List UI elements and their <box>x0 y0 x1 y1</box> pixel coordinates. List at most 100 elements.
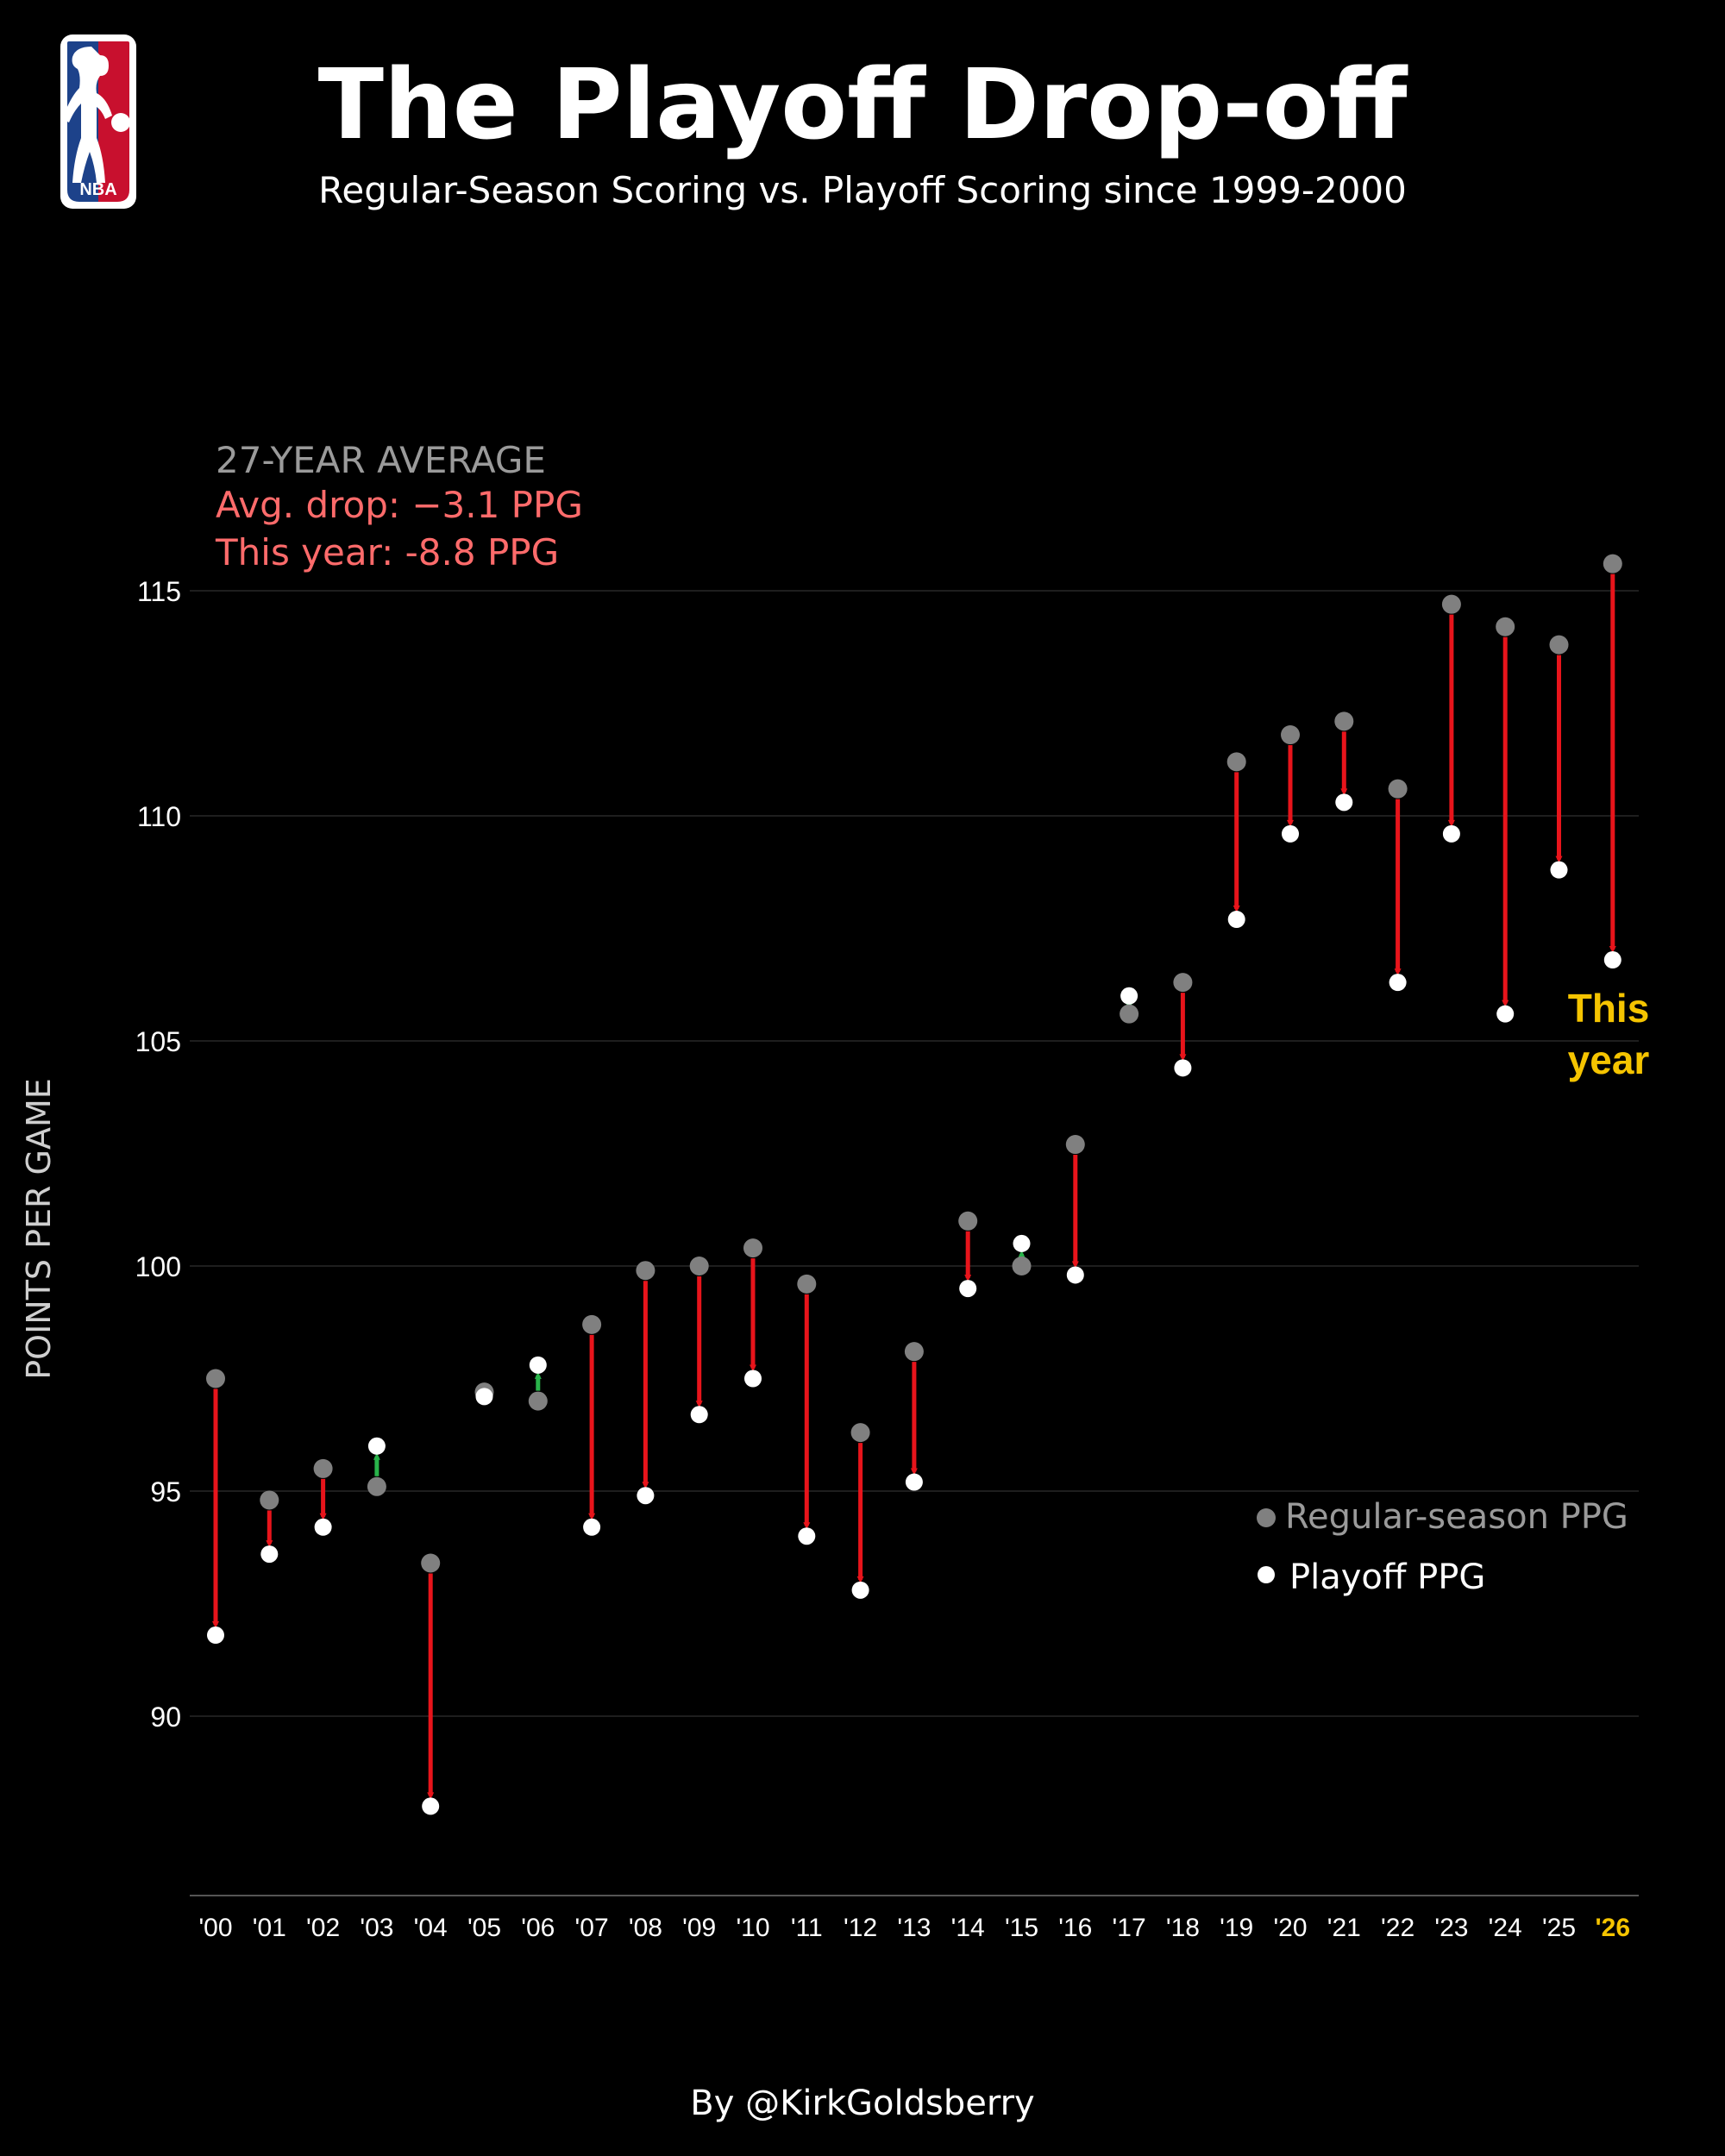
playoff-point <box>798 1527 816 1545</box>
regular-season-point <box>850 1423 870 1443</box>
grid-layer: 90 95 100 105 110 115 <box>135 576 1639 1733</box>
playoff-point <box>422 1797 440 1815</box>
regular-season-point <box>958 1211 978 1231</box>
playoff-point <box>905 1473 923 1491</box>
x-tick-label: '25 <box>1542 1914 1576 1942</box>
regular-season-point <box>1603 554 1622 573</box>
y-axis-title: POINTS PER GAME <box>20 1078 58 1380</box>
playoff-point <box>529 1356 547 1374</box>
playoff-point <box>1066 1266 1084 1284</box>
regular-season-point <box>1496 617 1515 636</box>
x-tick-label: '02 <box>306 1914 340 1942</box>
x-tick-label: '12 <box>844 1914 877 1942</box>
playoff-point <box>1120 987 1138 1005</box>
dot-layer <box>206 554 1622 1815</box>
playoff-point <box>1174 1059 1192 1077</box>
regular-season-point <box>1441 594 1461 614</box>
x-tick-label: '14 <box>951 1914 985 1942</box>
playoff-point <box>475 1388 493 1406</box>
x-tick-label: '21 <box>1327 1914 1361 1942</box>
page-subtitle: Regular-Season Scoring vs. Playoff Scori… <box>318 169 1407 211</box>
regular-season-point <box>743 1238 762 1258</box>
playoff-point <box>1227 911 1245 929</box>
x-tick-label: '13 <box>897 1914 931 1942</box>
regular-season-point <box>904 1342 924 1362</box>
regular-season-point <box>367 1476 386 1496</box>
page-title: The Playoff Drop-off <box>318 49 1408 161</box>
playoff-point <box>314 1518 332 1536</box>
playoff-point <box>637 1487 655 1505</box>
playoff-point <box>1282 824 1299 843</box>
x-tick-label: '22 <box>1381 1914 1414 1942</box>
regular-season-point <box>1120 1004 1139 1024</box>
regular-season-point <box>1065 1135 1085 1155</box>
x-tick-label: '03 <box>360 1914 393 1942</box>
x-tick-label: '09 <box>682 1914 716 1942</box>
x-tick-label: '15 <box>1005 1914 1038 1942</box>
regular-season-point <box>1173 973 1193 993</box>
playoff-point <box>1550 861 1568 879</box>
y-tick-label: 100 <box>135 1251 181 1282</box>
x-axis-ticks: '00 '01 '02 '03 '04 '05 '06 '07 '08 '09 '10 '11 '12 '… <box>198 1914 1630 1942</box>
x-tick-label: '24 <box>1489 1914 1522 1942</box>
legend-regular-marker <box>1257 1508 1276 1527</box>
regular-season-point <box>689 1257 709 1275</box>
playoff-point <box>1389 974 1407 992</box>
x-tick-label: '06 <box>521 1914 555 1942</box>
summary-heading: 27-YEAR AVERAGE <box>216 439 546 481</box>
regular-season-point <box>1334 711 1354 731</box>
playoff-point <box>1603 951 1622 969</box>
regular-season-point <box>1281 725 1300 745</box>
playoff-point <box>1496 1005 1515 1023</box>
x-tick-label: '23 <box>1434 1914 1468 1942</box>
x-tick-label: '05 <box>467 1914 501 1942</box>
playoff-point <box>1335 793 1353 812</box>
regular-season-point <box>260 1490 279 1510</box>
regular-season-point <box>636 1261 656 1281</box>
regular-season-point <box>1549 635 1569 655</box>
regular-season-point <box>313 1458 333 1478</box>
y-tick-label: 115 <box>137 576 181 607</box>
x-tick-label: '20 <box>1273 1914 1307 1942</box>
y-tick-label: 110 <box>137 801 181 832</box>
x-tick-label: '26 <box>1596 1914 1631 1942</box>
legend: Regular-season PPG Playoff PPG <box>1257 1497 1628 1597</box>
y-tick-label: 90 <box>150 1702 181 1733</box>
y-tick-label: 95 <box>150 1476 181 1507</box>
playoff-point <box>583 1518 601 1536</box>
summary-avg-drop: Avg. drop: −3.1 PPG <box>216 484 583 526</box>
summary-this-year: This year: -8.8 PPG <box>215 531 559 573</box>
playoff-point <box>367 1437 386 1455</box>
playoff-point <box>207 1626 224 1645</box>
regular-season-point <box>421 1553 441 1573</box>
x-tick-label: '17 <box>1113 1914 1146 1942</box>
legend-regular-label: Regular-season PPG <box>1285 1497 1628 1537</box>
x-tick-label: '08 <box>629 1914 662 1942</box>
regular-season-point <box>1012 1257 1032 1275</box>
playoff-point <box>851 1581 869 1599</box>
regular-season-point <box>206 1369 225 1388</box>
x-tick-label: '04 <box>414 1914 448 1942</box>
playoff-point <box>690 1406 708 1424</box>
x-tick-label: '01 <box>253 1914 286 1942</box>
x-tick-label: '11 <box>791 1914 823 1942</box>
regular-season-point <box>582 1314 602 1334</box>
regular-season-point <box>528 1391 548 1411</box>
playoff-point <box>959 1280 977 1298</box>
legend-playoff-marker <box>1258 1566 1275 1583</box>
this-year-annotation-line1: This <box>1568 986 1650 1031</box>
x-tick-label: '07 <box>575 1914 609 1942</box>
x-tick-label: '10 <box>736 1914 769 1942</box>
nba-logo-text: NBA <box>79 180 116 199</box>
regular-season-point <box>1388 779 1408 799</box>
x-tick-label: '18 <box>1166 1914 1200 1942</box>
playoff-point <box>1442 824 1460 843</box>
x-tick-label: '19 <box>1220 1914 1253 1942</box>
playoff-point <box>260 1545 279 1564</box>
y-tick-label: 105 <box>135 1026 181 1057</box>
x-tick-label: '16 <box>1058 1914 1092 1942</box>
credit: By @KirkGoldsberry <box>690 2084 1034 2123</box>
arrow-layer <box>212 573 1616 1800</box>
legend-playoff-label: Playoff PPG <box>1289 1557 1485 1597</box>
